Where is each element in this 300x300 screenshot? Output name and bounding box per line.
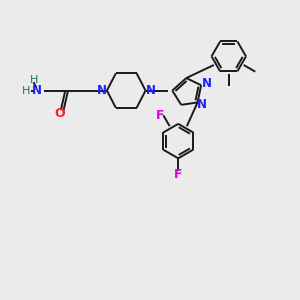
Text: N: N	[97, 84, 106, 97]
Text: H: H	[22, 85, 30, 96]
Text: N: N	[202, 77, 212, 90]
Text: O: O	[54, 107, 65, 120]
Text: N: N	[146, 84, 156, 97]
Text: N: N	[197, 98, 207, 111]
Text: F: F	[156, 109, 164, 122]
Text: N: N	[32, 84, 42, 97]
Text: H: H	[30, 75, 38, 85]
Text: F: F	[174, 168, 182, 181]
